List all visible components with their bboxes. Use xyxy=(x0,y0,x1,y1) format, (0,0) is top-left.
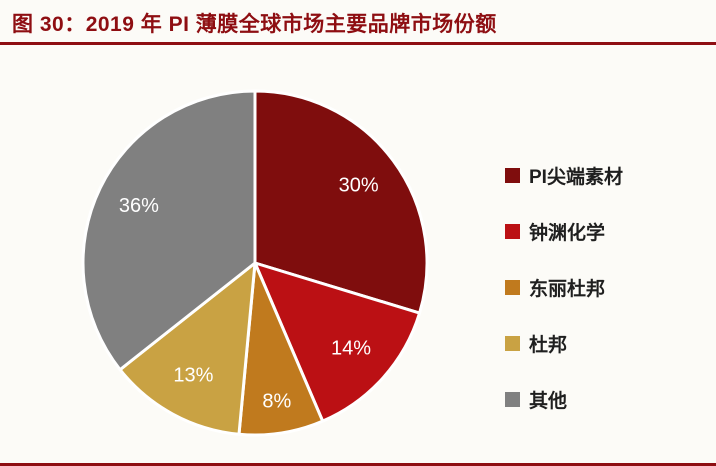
pie-slice-label-1: 14% xyxy=(331,337,371,359)
legend-item-1: 钟渊化学 xyxy=(505,218,623,245)
pie-slice-label-4: 36% xyxy=(119,195,159,217)
pie-slice-label-2: 8% xyxy=(262,391,291,413)
pie-slice-label-0: 30% xyxy=(339,174,379,196)
pie-slice-3 xyxy=(118,261,257,436)
legend-swatch-4 xyxy=(505,392,520,407)
legend-item-0: PI尖端素材 xyxy=(505,162,623,189)
legend-label-4: 其他 xyxy=(529,391,568,412)
legend-label-1: 钟渊化学 xyxy=(529,223,606,244)
pie-slice-label-3: 13% xyxy=(173,365,213,387)
legend-label-0: PI尖端素材 xyxy=(529,167,623,188)
legend-swatch-2 xyxy=(505,280,520,295)
legend-swatch-1 xyxy=(505,224,520,239)
legend-item-3: 杜邦 xyxy=(505,330,623,357)
legend-item-4: 其他 xyxy=(505,386,623,413)
legend-swatch-3 xyxy=(505,336,520,351)
chart-legend: PI尖端素材 钟渊化学东丽杜邦杜邦其他 xyxy=(505,162,623,413)
pie-slice-0 xyxy=(253,89,429,315)
legend-item-2: 东丽杜邦 xyxy=(505,274,623,301)
legend-swatch-0 xyxy=(505,168,520,183)
legend-label-3: 杜邦 xyxy=(529,335,568,356)
pie-chart: 30% 14% 8% 13% 36% xyxy=(81,89,429,437)
pie-slice-1 xyxy=(253,261,422,423)
pie-slice-4 xyxy=(81,89,257,372)
legend-label-2: 东丽杜邦 xyxy=(529,279,606,300)
bottom-divider xyxy=(0,463,716,466)
figure-title: 图 30：2019 年 PI 薄膜全球市场主要品牌市场份额 xyxy=(12,13,497,36)
title-divider xyxy=(0,42,716,45)
